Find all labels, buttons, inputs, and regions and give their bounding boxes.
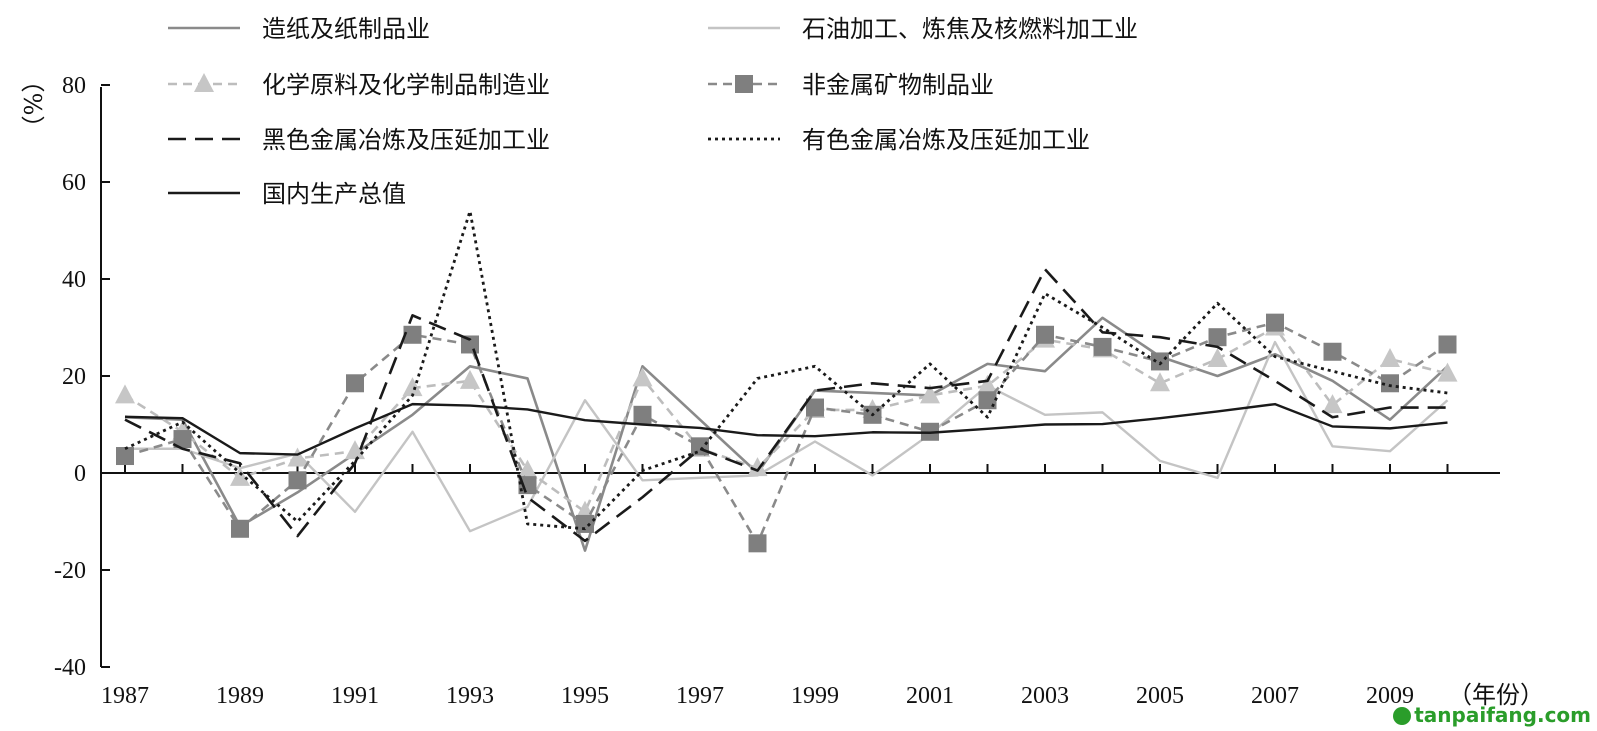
data-point [345, 440, 365, 460]
y-tick-label: 60 [62, 170, 86, 196]
series-3 [115, 316, 1458, 520]
x-tick-label: 1999 [791, 683, 839, 709]
x-tick-label: 1987 [101, 683, 149, 709]
legend-label: 非金属矿物制品业 [802, 71, 994, 99]
x-tick-label: 2007 [1251, 683, 1299, 709]
series-line [124, 267, 1448, 543]
series-1 [124, 316, 1449, 552]
data-point [1266, 313, 1284, 332]
legend-item-5: 黑色金属冶炼及压延加工业 [168, 126, 550, 154]
y-tick-label: 40 [62, 267, 86, 293]
data-point [460, 369, 480, 389]
data-point [977, 374, 998, 394]
legend-item-4: 非金属矿物制品业 [708, 71, 994, 99]
data-point [747, 457, 768, 477]
legend-label: 造纸及纸制品业 [262, 15, 430, 43]
x-tick-label: 2003 [1021, 683, 1069, 709]
data-point [1381, 374, 1399, 393]
data-point [115, 384, 135, 404]
x-tick-label: 2001 [906, 683, 954, 709]
series-5 [124, 267, 1448, 543]
series-line [124, 402, 1448, 456]
data-point [1208, 328, 1227, 347]
series-line [124, 316, 1449, 552]
watermark: tanpaifang.com [1393, 703, 1591, 727]
watermark-logo-icon [1393, 707, 1412, 725]
legend-item-3: 化学原料及化学制品制造业 [168, 71, 550, 99]
legend-item-6: 有色金属冶炼及压延加工业 [708, 126, 1090, 154]
y-tick-label: -40 [54, 655, 86, 681]
legend-item-7: 国内生产总值 [168, 180, 406, 208]
data-point [1036, 325, 1054, 344]
y-axis-unit-label: （%） [18, 69, 46, 140]
data-point [748, 534, 767, 553]
legend-label: 黑色金属冶炼及压延加工业 [262, 126, 550, 154]
data-point [806, 398, 824, 417]
data-point [287, 447, 308, 467]
legend-label: 石油加工、炼焦及核燃料加工业 [802, 15, 1138, 43]
data-point [231, 519, 249, 538]
series-4 [116, 313, 1457, 553]
x-tick-label: 1995 [561, 683, 609, 709]
y-tick-label: 20 [62, 364, 86, 390]
data-point [1322, 394, 1343, 414]
legend-marker [194, 73, 214, 92]
x-tick-label: 1989 [216, 683, 264, 709]
watermark-text: tanpaifang.com [1414, 703, 1591, 727]
data-point [920, 384, 940, 404]
legend-label: 化学原料及化学制品制造业 [262, 71, 550, 99]
x-tick-label: 2009 [1366, 683, 1414, 709]
data-point [632, 367, 653, 387]
data-point [402, 377, 423, 397]
data-point [403, 325, 422, 344]
data-point [576, 514, 594, 533]
data-point [517, 459, 538, 479]
legend-item-2: 石油加工、炼焦及核燃料加工业 [708, 15, 1138, 43]
data-point [518, 476, 537, 495]
data-point [633, 405, 652, 424]
legend-label: 有色金属冶炼及压延加工业 [802, 126, 1090, 154]
x-tick-label: 2005 [1136, 683, 1184, 709]
data-point [1437, 362, 1458, 382]
series-7 [124, 402, 1448, 456]
x-tick-label: 1993 [446, 683, 494, 709]
data-point [1323, 342, 1342, 361]
data-point [1093, 337, 1112, 356]
series-6 [124, 209, 1448, 531]
legend-marker [735, 75, 753, 93]
series-line [125, 340, 1449, 533]
data-point [288, 471, 307, 490]
data-point [230, 466, 250, 486]
data-point [173, 430, 192, 449]
data-point [1150, 372, 1170, 392]
data-point [1438, 335, 1457, 354]
axes: -40 -20 0 20 40 60 80 1987 1989 1991 1993 1995 1997 1… [18, 69, 1544, 709]
series-line [124, 326, 1448, 514]
x-axis-unit-label: （年份） [1448, 681, 1544, 709]
data-point [346, 374, 364, 393]
y-tick-label: -20 [54, 558, 86, 584]
data-point [1207, 348, 1228, 368]
data-point [691, 437, 709, 456]
series-layer [115, 209, 1458, 553]
series-line [124, 209, 1448, 531]
y-tick-label: 0 [74, 461, 86, 487]
x-tick-label: 1997 [676, 683, 724, 709]
y-tick-label: 80 [62, 73, 86, 99]
x-tick-label: 1991 [331, 683, 379, 709]
data-point [1380, 348, 1400, 368]
data-point [1151, 352, 1169, 371]
legend-item-1: 造纸及纸制品业 [168, 15, 430, 43]
data-point [116, 447, 134, 466]
series-line [124, 321, 1449, 545]
series-2 [125, 340, 1449, 533]
legend-label: 国内生产总值 [262, 180, 406, 208]
